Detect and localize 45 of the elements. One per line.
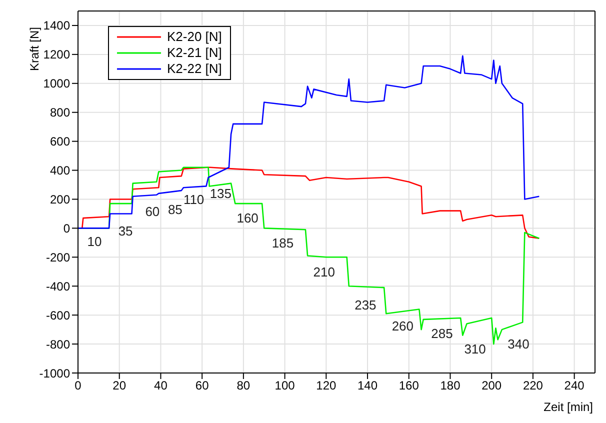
x-axis-title: Zeit [min] [544,400,593,414]
x-tick-label: 140 [358,378,378,393]
legend-label: K2-20 [N] [167,29,222,45]
y-tick-label: 600 [50,134,70,149]
y-tick-label: 400 [50,164,70,178]
annotation: 235 [354,298,376,313]
legend-label: K2-22 [N] [167,61,222,77]
x-tick-label: 240 [564,378,585,393]
x-tick-label: 80 [236,378,250,393]
y-tick-label: -1000 [39,366,70,380]
y-tick-label: 1200 [43,48,70,62]
x-tick-label: 100 [274,378,296,393]
x-tick-label: 220 [522,378,544,393]
annotation: 210 [313,264,335,280]
annotation: 85 [168,202,182,217]
annotation: 260 [392,318,414,334]
y-tick-label: -600 [46,308,70,322]
legend-label: K2-21 [N] [167,45,222,61]
annotation: 35 [118,224,133,239]
annotation: 10 [87,234,102,249]
annotation: 60 [145,204,160,219]
annotation: 310 [464,342,486,357]
annotation: 135 [210,186,232,202]
x-tick-label: 0 [74,378,82,393]
x-tick-label: 180 [440,378,461,393]
annotation: 185 [272,235,294,250]
x-tick-label: 60 [195,378,210,393]
y-tick-label: 200 [50,192,70,206]
annotation: 110 [183,192,204,207]
x-tick-label: 20 [112,378,126,393]
x-tick-label: 40 [154,378,168,393]
y-tick-label: -200 [46,250,70,264]
y-tick-label: 800 [50,106,70,120]
y-axis-title: Kraft [N] [28,26,42,71]
annotation: 285 [431,326,453,341]
y-tick-label: -800 [46,337,70,352]
y-tick-label: 1400 [43,18,70,33]
annotation: 160 [236,210,258,226]
y-tick-label: -400 [46,279,70,294]
x-tick-label: 200 [482,378,502,393]
x-tick-label: 120 [316,378,336,393]
y-tick-label: 0 [63,221,70,236]
y-tick-label: 1000 [43,76,70,91]
annotation: 340 [508,336,530,352]
x-tick-label: 160 [398,378,420,393]
